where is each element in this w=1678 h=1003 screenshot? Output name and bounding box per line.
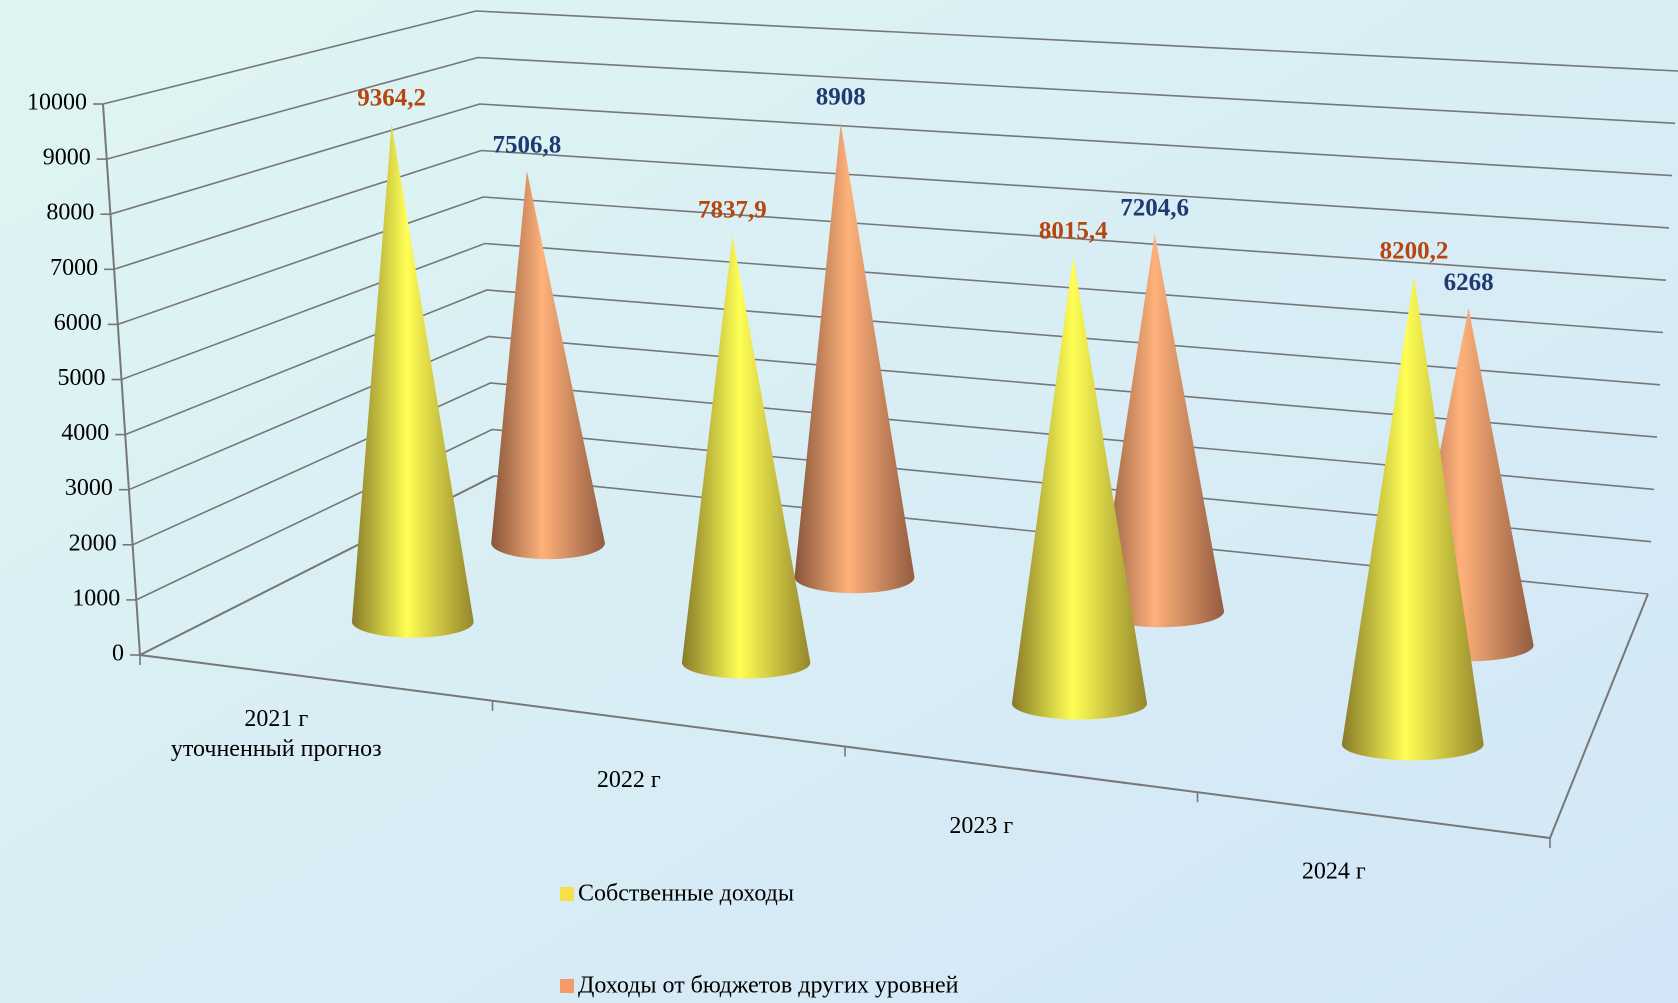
x-tick-label: 2024 г bbox=[1302, 859, 1366, 885]
y-tick-label: 1000 bbox=[72, 585, 120, 611]
x-tick-label: 2021 г уточненный прогноз bbox=[171, 705, 382, 761]
x-tick-label: 2023 г bbox=[949, 813, 1013, 839]
axis-line bbox=[102, 103, 141, 656]
grid-line bbox=[113, 149, 1670, 271]
y-tick-label: 6000 bbox=[54, 310, 102, 336]
cone bbox=[1011, 256, 1148, 720]
grid-line bbox=[117, 196, 1667, 326]
y-tick-label: 10000 bbox=[27, 90, 87, 116]
cone bbox=[491, 170, 605, 560]
legend-swatch bbox=[560, 887, 574, 901]
y-tick-label: 4000 bbox=[61, 420, 109, 446]
grid-line bbox=[121, 242, 1664, 381]
y-tick-label: 2000 bbox=[69, 530, 117, 556]
y-tick-label: 0 bbox=[112, 641, 124, 667]
grid-line bbox=[110, 103, 1673, 215]
y-tick-label: 5000 bbox=[58, 365, 106, 391]
value-label: 7837,9 bbox=[698, 197, 767, 224]
y-tick-label: 3000 bbox=[65, 475, 113, 501]
value-label: 8200,2 bbox=[1380, 237, 1449, 264]
legend-swatch bbox=[560, 979, 574, 993]
cone bbox=[1341, 276, 1484, 761]
x-tick-label: 2022 г bbox=[597, 767, 661, 793]
legend-label: Доходы от бюджетов других уровней bbox=[578, 973, 959, 999]
cone bbox=[681, 235, 811, 679]
grid-line bbox=[102, 10, 1678, 105]
grid-line bbox=[135, 428, 1652, 601]
grid-line bbox=[106, 56, 1676, 160]
value-label: 9364,2 bbox=[357, 85, 426, 112]
cone bbox=[351, 123, 474, 638]
grid-line bbox=[128, 335, 1658, 491]
legend-label: Собственные доходы bbox=[578, 881, 794, 907]
value-label: 7506,8 bbox=[492, 132, 561, 159]
grid-line bbox=[132, 382, 1655, 546]
grid-line bbox=[124, 289, 1661, 436]
value-label: 8015,4 bbox=[1039, 217, 1108, 244]
cone bbox=[1097, 233, 1225, 628]
y-tick-label: 9000 bbox=[43, 145, 91, 171]
value-label: 6268 bbox=[1444, 269, 1494, 296]
cone bbox=[794, 122, 915, 594]
y-tick-label: 7000 bbox=[50, 255, 98, 281]
y-tick-label: 8000 bbox=[46, 200, 94, 226]
value-label: 8908 bbox=[816, 84, 866, 111]
value-label: 7204,6 bbox=[1120, 195, 1189, 222]
